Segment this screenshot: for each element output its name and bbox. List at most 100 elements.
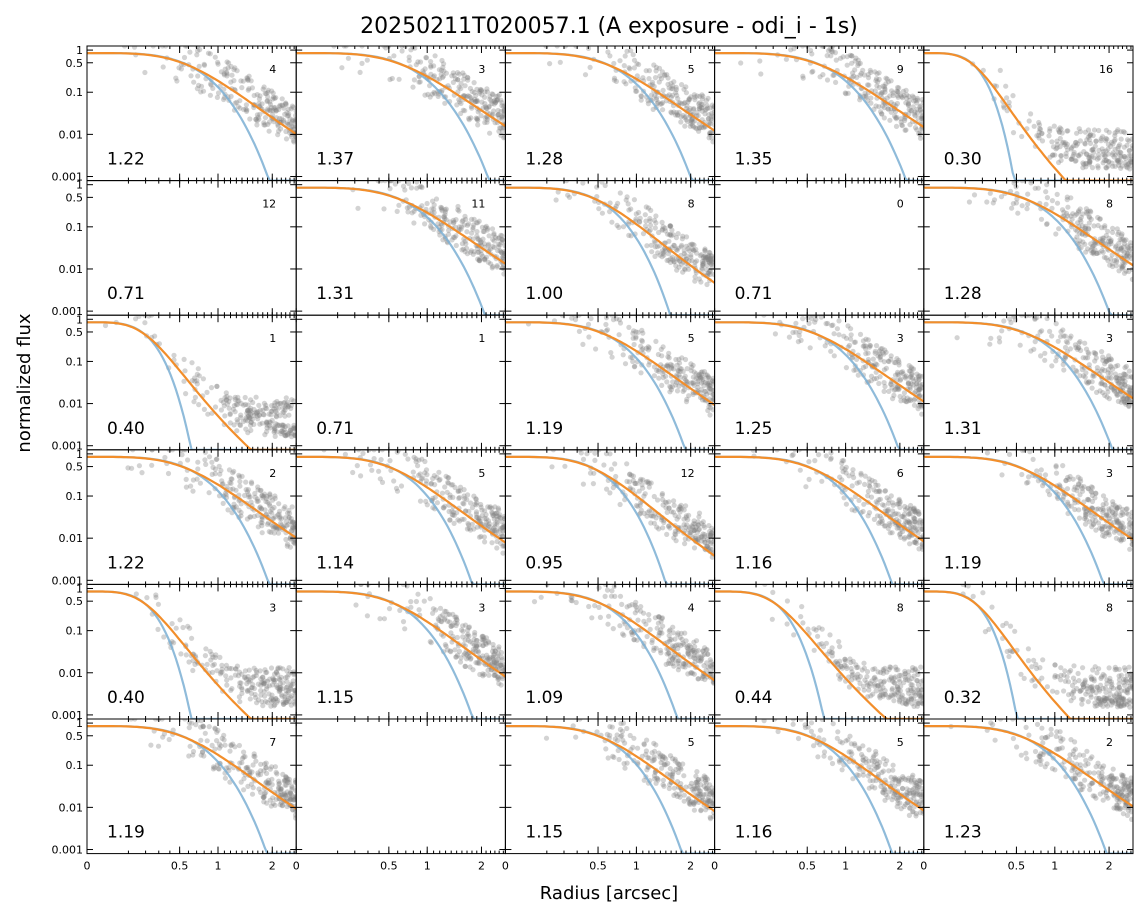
- data-point: [269, 417, 275, 423]
- data-point: [451, 72, 457, 78]
- data-point: [255, 524, 261, 530]
- data-point: [653, 213, 659, 219]
- data-point: [1087, 132, 1093, 139]
- data-point: [623, 197, 629, 203]
- data-point: [683, 399, 690, 405]
- data-point: [646, 362, 652, 368]
- data-point: [473, 220, 480, 226]
- data-point: [705, 382, 711, 388]
- data-point: [182, 368, 188, 374]
- data-point: [680, 368, 686, 375]
- data-point: [909, 372, 915, 378]
- data-point: [883, 349, 889, 355]
- data-point: [285, 521, 291, 528]
- data-point: [665, 81, 671, 87]
- data-point: [381, 46, 387, 49]
- data-point: [704, 262, 710, 269]
- data-point: [685, 99, 691, 105]
- data-point: [419, 184, 425, 191]
- panel-plot-area: [505, 46, 715, 181]
- star-count-label: 5: [688, 332, 695, 345]
- data-point: [636, 209, 642, 216]
- data-point: [499, 233, 505, 239]
- data-point: [1128, 374, 1133, 380]
- data-point: [877, 351, 883, 357]
- data-point: [697, 125, 703, 131]
- data-point: [876, 76, 882, 82]
- data-point: [919, 404, 924, 410]
- data-point: [683, 234, 690, 240]
- data-point: [647, 218, 653, 224]
- data-point: [1128, 162, 1133, 168]
- data-point: [682, 266, 688, 272]
- data-point: [1053, 358, 1059, 364]
- data-point: [441, 68, 447, 74]
- data-point: [473, 502, 479, 508]
- data-point: [1120, 263, 1126, 269]
- data-point: [1121, 375, 1127, 381]
- data-point: [916, 374, 922, 380]
- data-point: [688, 94, 694, 100]
- data-point: [1082, 140, 1088, 146]
- data-point: [1086, 159, 1092, 165]
- data-point: [705, 95, 711, 101]
- data-point: [913, 384, 919, 390]
- data-point: [272, 408, 278, 415]
- data-point: [452, 234, 458, 241]
- data-point: [439, 57, 445, 64]
- data-point: [1091, 223, 1097, 229]
- data-point: [419, 203, 425, 209]
- data-point: [245, 407, 251, 413]
- data-point: [673, 356, 679, 363]
- data-point: [905, 381, 912, 387]
- data-point: [916, 386, 922, 392]
- data-point: [257, 407, 263, 413]
- data-point: [881, 105, 887, 111]
- data-point: [702, 107, 708, 113]
- star-count-label: 3: [478, 63, 485, 76]
- data-point: [499, 116, 505, 122]
- data-point: [281, 105, 287, 111]
- data-point: [1124, 253, 1130, 259]
- data-point: [1083, 249, 1089, 255]
- data-point: [616, 224, 622, 230]
- data-point: [474, 98, 480, 104]
- data-point: [851, 339, 857, 345]
- data-point: [877, 354, 883, 360]
- data-point: [634, 61, 640, 67]
- data-point: [259, 420, 265, 426]
- data-point: [276, 501, 282, 507]
- data-point: [198, 89, 204, 95]
- data-point: [378, 180, 384, 184]
- data-point: [900, 88, 907, 94]
- data-point: [1032, 185, 1038, 191]
- data-point: [1008, 319, 1014, 326]
- data-point: [797, 329, 803, 335]
- data-point: [1056, 159, 1062, 166]
- data-point: [904, 95, 910, 101]
- data-point: [286, 121, 292, 127]
- data-point: [637, 215, 643, 221]
- y-tick-label: 0.001: [52, 305, 84, 318]
- data-point: [697, 253, 704, 259]
- data-point: [1087, 140, 1094, 146]
- data-point: [1096, 250, 1102, 256]
- data-point: [1119, 397, 1125, 403]
- data-point: [707, 385, 713, 391]
- data-point: [502, 134, 506, 140]
- data-point: [984, 199, 990, 205]
- data-point: [633, 216, 639, 222]
- data-point: [234, 428, 240, 434]
- data-point: [1080, 239, 1086, 245]
- data-point: [284, 432, 291, 438]
- data-point: [1074, 130, 1080, 136]
- data-point: [496, 128, 502, 134]
- data-point: [431, 89, 437, 95]
- data-point: [1128, 159, 1133, 165]
- data-point: [628, 48, 634, 54]
- data-point: [1103, 157, 1109, 164]
- data-point: [894, 88, 900, 94]
- data-point: [1103, 165, 1110, 171]
- data-point: [464, 222, 471, 228]
- data-point: [493, 99, 499, 105]
